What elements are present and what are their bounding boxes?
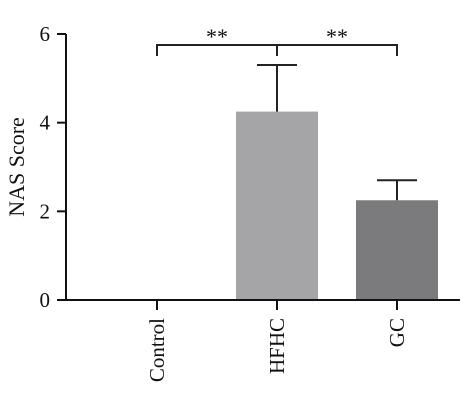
bars-layer — [236, 111, 438, 300]
bar-hfhc — [236, 111, 318, 300]
y-tick-label-4: 4 — [40, 111, 51, 135]
error-bars-layer — [257, 64, 417, 201]
y-tick-label-0: 0 — [40, 288, 51, 312]
y-axis-label: NAS Score — [4, 117, 29, 217]
significance-label-1: ** — [206, 24, 228, 49]
significance-layer: ** ** — [156, 24, 398, 56]
bar-gc — [356, 200, 438, 300]
x-tick-label-control: Control — [145, 318, 169, 382]
y-tick-label-6: 6 — [40, 22, 51, 46]
x-tick-label-hfhc: HFHC — [265, 318, 289, 374]
x-tick-label-gc: GC — [385, 318, 409, 347]
axes-layer: 0 2 4 6 Control HFHC GC — [40, 22, 460, 382]
y-tick-label-2: 2 — [40, 199, 51, 223]
significance-label-2: ** — [326, 24, 348, 49]
significance-bracket-2 — [276, 44, 398, 56]
